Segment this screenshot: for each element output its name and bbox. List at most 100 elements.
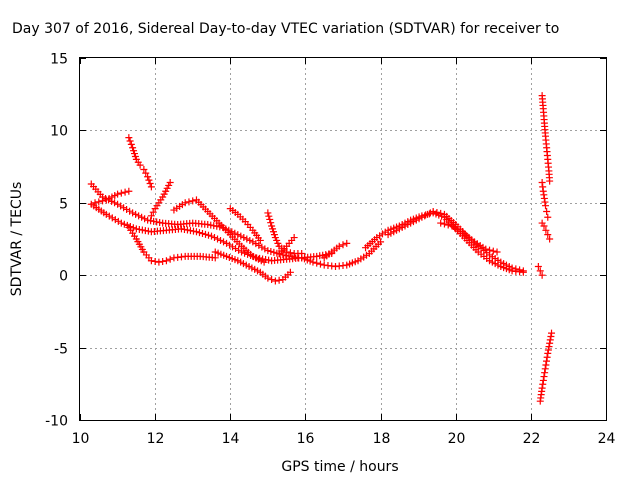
series-arc-q (534, 263, 546, 279)
data-point (256, 236, 264, 244)
data-point (120, 220, 128, 228)
y-tick-label: -10 (45, 414, 68, 430)
data-point (309, 258, 317, 266)
data-point (135, 212, 143, 220)
data-point (214, 235, 222, 243)
x-tick-label: 14 (222, 431, 240, 447)
data-point (208, 232, 215, 240)
x-tick-label: 16 (297, 431, 315, 447)
data-point (95, 198, 103, 206)
data-point (264, 274, 272, 282)
data-point (117, 219, 125, 227)
data-point (437, 209, 445, 217)
data-point (275, 276, 283, 284)
data-point (126, 137, 134, 145)
data-point (316, 260, 324, 268)
x-tick-label: 10 (72, 431, 90, 447)
data-point (444, 221, 452, 229)
data-point (540, 222, 548, 230)
data-point (147, 212, 155, 220)
data-point (185, 198, 193, 206)
data-point (512, 265, 520, 273)
data-point (162, 257, 170, 265)
series-arc-p (437, 219, 501, 256)
data-point (142, 169, 150, 177)
data-point (220, 238, 228, 246)
x-tick-label: 22 (523, 431, 541, 447)
data-point (144, 173, 152, 181)
data-point (267, 247, 275, 255)
series-arc-t (538, 219, 554, 243)
data-point (544, 349, 552, 357)
data-point (486, 246, 494, 254)
data-point (243, 235, 251, 243)
data-point (234, 231, 242, 239)
data-point (489, 247, 497, 255)
series-arc-g (170, 196, 268, 266)
data-point (545, 343, 553, 351)
data-point (544, 346, 552, 354)
data-point (99, 197, 107, 205)
data-point (539, 380, 547, 388)
data-point (437, 219, 445, 227)
series-arc-h (211, 248, 294, 285)
data-point (136, 161, 144, 169)
data-point (147, 183, 155, 191)
x-tick-label: 24 (598, 431, 616, 447)
data-point (246, 236, 254, 244)
data-point (204, 231, 212, 239)
data-point (440, 220, 448, 228)
y-tick-label: 0 (59, 269, 68, 285)
data-point (268, 276, 276, 284)
data-point (541, 365, 549, 373)
data-point (264, 209, 272, 217)
data-point (231, 229, 239, 237)
data-point (271, 277, 279, 285)
chart-title: Day 307 of 2016, Sidereal Day-to-day VTE… (12, 21, 559, 37)
grid (80, 58, 606, 420)
data-point (211, 234, 219, 242)
data-point (544, 213, 552, 221)
x-tick-label: 18 (373, 431, 391, 447)
data-point (544, 231, 552, 239)
data-point (546, 336, 554, 344)
data-point (538, 271, 546, 279)
data-point (429, 207, 437, 215)
data-point (543, 207, 551, 215)
data-point (145, 176, 153, 184)
data-point (111, 199, 119, 207)
series-arc-a (87, 180, 302, 262)
data-point (125, 187, 133, 195)
data-point (217, 236, 225, 244)
data-point (534, 263, 542, 271)
data-point (198, 229, 206, 237)
data-point (519, 267, 527, 275)
x-tick-label: 12 (147, 431, 165, 447)
series-arc-k (275, 234, 298, 257)
data-point (127, 140, 135, 148)
data-point (181, 199, 189, 207)
series-arc-c (91, 187, 133, 207)
data-point (546, 177, 554, 185)
data-point (541, 369, 549, 377)
y-tick-label: 5 (59, 197, 68, 213)
y-tick-label: -5 (54, 342, 68, 358)
data-point (482, 245, 490, 253)
series-arc-s (538, 179, 552, 221)
data-point (377, 238, 385, 246)
data-point (543, 353, 551, 361)
series-arc-e (125, 134, 155, 191)
series-arc-u (536, 329, 556, 405)
data-point (159, 257, 167, 265)
data-point (147, 257, 155, 265)
data-point (267, 219, 275, 227)
series-arc-n (362, 209, 527, 276)
data-point (493, 248, 501, 256)
data-point (339, 241, 347, 249)
data-point (189, 197, 197, 205)
data-point (117, 189, 125, 197)
data-point (542, 202, 550, 210)
series-arc-l (298, 238, 385, 271)
series-arc-m (320, 239, 351, 262)
